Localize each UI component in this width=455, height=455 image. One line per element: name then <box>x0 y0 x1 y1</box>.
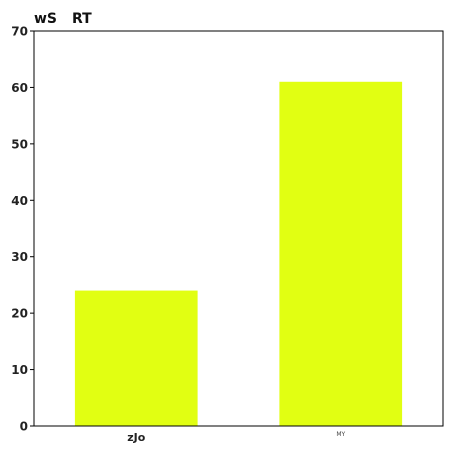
bar-zjo[interactable] <box>74 290 198 426</box>
y-tick-label: 30 <box>11 250 28 264</box>
y-tick-label: 40 <box>11 194 28 208</box>
x-tick-label: MY <box>336 431 345 438</box>
y-tick-label: 60 <box>11 81 28 95</box>
y-tick-label: 20 <box>11 307 28 321</box>
chart-title-left: wS <box>34 11 57 27</box>
y-tick-label: 10 <box>11 363 28 377</box>
y-tick-label: 0 <box>20 420 28 434</box>
y-tick-label: 50 <box>11 137 28 151</box>
chart-title-group: wS RT <box>34 11 92 27</box>
x-tick-label: zJo <box>127 431 145 444</box>
bar-my[interactable] <box>279 81 403 427</box>
plot-frame <box>33 30 444 427</box>
y-tick-label: 70 <box>11 25 28 39</box>
plot-area: 0 10 20 30 40 50 60 70 zJo MY <box>11 25 444 444</box>
chart-title-right: RT <box>72 11 92 27</box>
